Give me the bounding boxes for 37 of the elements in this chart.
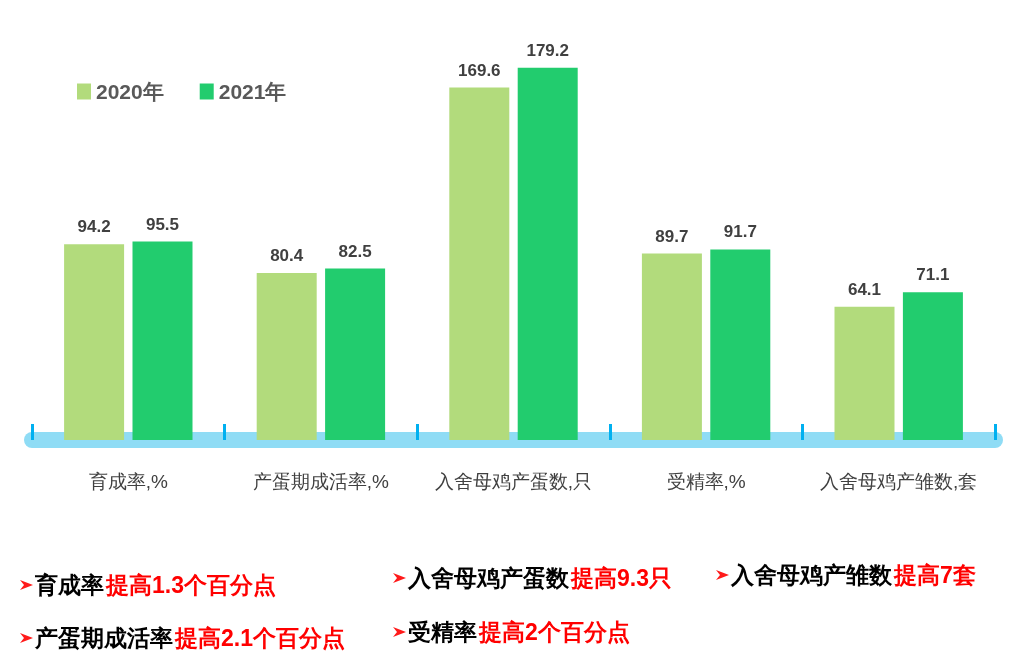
bar: [834, 306, 895, 440]
text: 育成率: [35, 572, 104, 598]
bar: [902, 292, 963, 440]
bar: [256, 272, 317, 440]
legend-label: 2020年: [96, 80, 164, 103]
text: 提高1.3个百分点: [106, 572, 276, 598]
text: 提高2.1个百分点: [175, 625, 345, 651]
data-label: 91.7: [723, 222, 757, 242]
x-tick-label: 育成率,%: [88, 471, 168, 492]
data-label: 64.1: [847, 279, 882, 299]
data-label: 82.5: [338, 241, 372, 261]
data-label: 71.1: [916, 265, 950, 285]
x-tick-label: 产蛋期成活率,%: [252, 471, 390, 492]
text: 入舍母鸡产蛋数: [408, 565, 569, 591]
data-label: 89.7: [655, 226, 689, 246]
data-label: 179.2: [526, 40, 569, 60]
data-label: 80.4: [270, 245, 304, 265]
bar: [641, 253, 702, 440]
bar: [325, 268, 386, 440]
bar: [64, 244, 125, 440]
text: 提高2个百分点: [479, 619, 630, 645]
data-label: 169.6: [458, 60, 501, 80]
x-tick-label: 受精率,%: [666, 471, 746, 492]
data-label: 94.2: [77, 217, 111, 237]
bar: [517, 67, 578, 440]
text: 受精率: [408, 619, 477, 645]
bar: [449, 87, 510, 440]
x-tick-label: 入舍母鸡产蛋数,只: [434, 471, 593, 492]
text: 提高9.3只: [571, 565, 672, 591]
text: 入舍母鸡产雏数: [731, 562, 892, 588]
legend-label: 2021年: [218, 80, 287, 103]
data-label: 95.5: [145, 214, 180, 234]
x-tick-label: 入舍母鸡产雏数,套: [820, 471, 978, 492]
bar: [710, 249, 771, 440]
bar: [132, 241, 193, 440]
text: 提高7套: [894, 562, 976, 588]
text: 产蛋期成活率: [35, 625, 173, 651]
